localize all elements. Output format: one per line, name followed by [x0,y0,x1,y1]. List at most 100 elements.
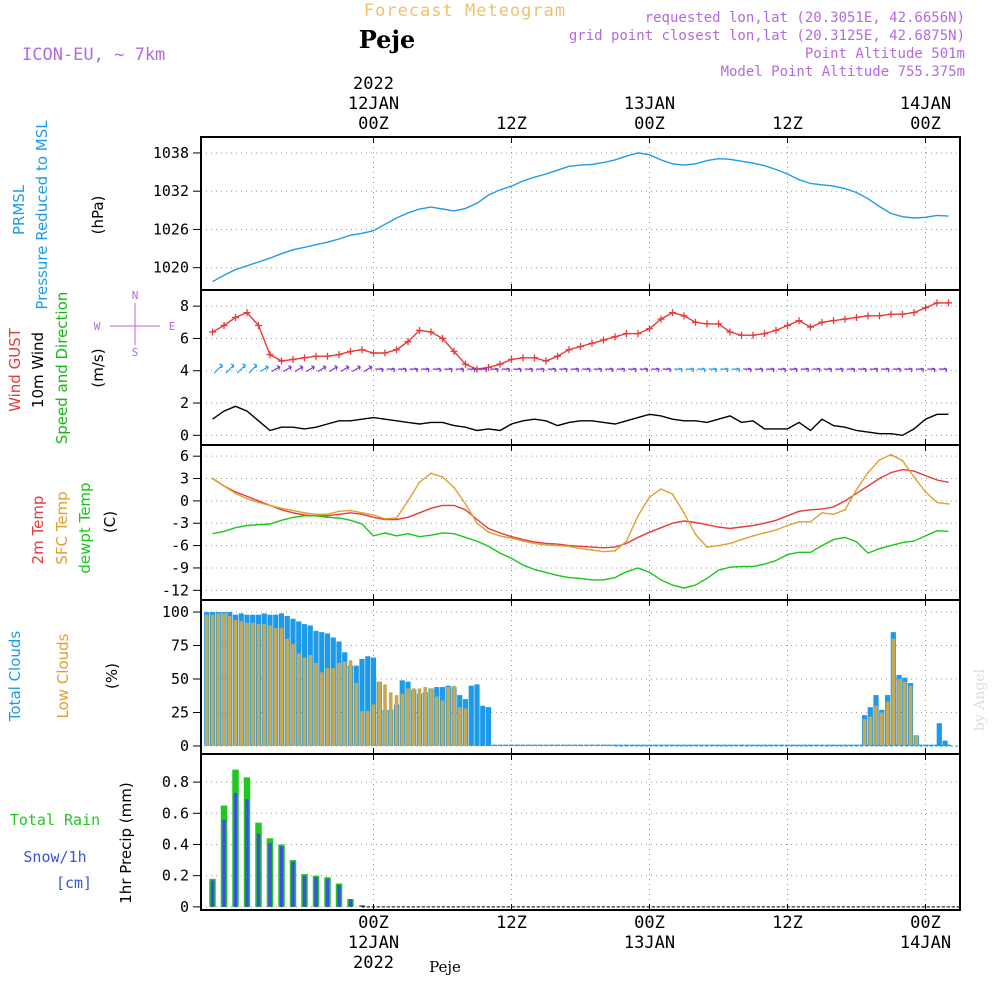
sfc-point [533,542,536,545]
sfc-point [315,513,317,516]
bar-low-clouds [308,654,313,746]
xaxis-top-label: 00Z [358,114,389,134]
wind-direction-arrow [605,367,614,373]
xaxis-bottom-label: 12JAN [348,933,399,953]
gust-marker [646,325,653,333]
wind-direction-arrow [375,367,384,373]
gust-marker [634,330,642,338]
sfc-point [487,531,490,534]
ytick-label: 6 [180,329,189,347]
gust-marker [324,352,331,360]
sfc-point [890,453,892,456]
bar-total-clouds [687,744,693,746]
bar-total-clouds [825,744,831,746]
bar-low-clouds [434,696,439,746]
sfc-point [499,535,501,537]
ytick-label: -12 [162,581,189,599]
bar-total-clouds [727,744,733,746]
xaxis-top-label: 2022 [353,74,394,94]
bar-total-clouds [543,744,549,746]
gust-marker [416,326,423,334]
ytick-label: 4 [180,362,189,380]
bar-total-clouds [572,744,578,746]
bar-low-clouds [446,687,451,746]
sfc-point [418,481,421,484]
bar-low-clouds [862,719,867,746]
sfc-point [683,511,685,514]
bar-total-clouds [853,744,860,746]
series-line-dewpt [212,515,949,589]
low-clouds-label: Low Clouds [54,633,72,718]
clouds-unit-label: (%) [103,663,121,689]
bar-low-clouds [331,668,336,746]
wind-direction-arrow [328,365,338,373]
bar-total-clouds [830,744,837,746]
wind-direction-arrow [363,365,373,373]
bar-low-clouds [354,683,359,746]
xaxis-bottom-label: 2022 [353,953,394,973]
bar-low-clouds [245,622,249,746]
bar-total-clouds [744,744,750,746]
sfc-point [913,476,915,478]
bar-total-clouds [641,744,647,746]
bar-total-clouds [618,744,624,746]
ytick-label: 8 [180,297,189,315]
gust-marker [749,331,757,339]
header-gridpoint: grid point closest lon,lat (20.3125E, 42… [569,28,965,44]
bar-low-clouds [406,688,410,746]
wind-unit-label: (m/s) [89,348,107,387]
bar-total-clouds [359,658,365,746]
gust-marker [577,343,584,351]
ytick-label: 1038 [153,144,189,162]
ytick-label: 0 [180,898,189,916]
gust-marker [680,312,688,320]
bar-total-clouds [491,744,497,746]
sfc-point [706,546,708,548]
compass-w: W [94,320,101,333]
wind-direction-arrow [490,367,499,373]
xaxis-top-label: 13JAN [624,94,675,114]
precip-legend: Total Rain Snow/1h [cm] 1hr Precip (mm) [10,782,135,903]
compass-e: E [169,320,176,333]
gust-marker [370,349,377,357]
bar-snow [291,861,295,907]
sfc-point [936,501,938,504]
gust-marker [830,317,837,325]
compass-n: N [132,289,139,302]
bar-snow [279,846,284,907]
bar-total-clouds [704,744,710,746]
sfc-point [292,509,294,512]
bar-total-clouds [485,707,492,746]
wind-direction-arrow [259,365,269,373]
xaxis-top-label: 12Z [496,114,527,134]
bar-total-clouds [554,744,561,746]
wind-direction-arrow [444,367,453,373]
bar-total-clouds [652,744,658,746]
pressure-legend: PRMSL Pressure Reduced to MSL (hPa) [10,120,107,310]
gust-marker [381,349,389,357]
wind-direction-arrow [800,367,810,373]
bar-low-clouds [210,614,215,746]
bar-total-clouds [819,744,825,746]
plot-panels: 1020 1026 1032 1038 0 2 4 6 8 -12 -9 -6 -3 0 3 6 0 25 50 75… [153,136,961,916]
wind-direction-arrow [593,367,603,373]
bar-snow [314,877,318,907]
header-model: ICON-EU, ~ 7km [22,45,165,65]
bar-total-clouds [813,744,819,746]
bar-total-clouds [733,744,739,746]
wind-direction-arrow [236,363,246,374]
bar-low-clouds [227,616,232,746]
bar-total-clouds [796,744,802,746]
wind-direction-arrow [421,367,430,373]
gust-marker [738,331,745,339]
gust-marker [312,352,320,360]
wind-direction-arrow [846,367,856,373]
gust-marker [761,330,768,338]
sfc-point [614,549,616,552]
snow-unit-label: [cm] [56,874,92,892]
wind-direction-arrow [927,367,936,373]
wind-direction-arrow [294,365,304,373]
sfc-point [326,513,329,516]
header-requested: requested lon,lat (20.3051E, 42.6656N) [645,10,965,26]
total-clouds-label: Total Clouds [6,631,24,723]
